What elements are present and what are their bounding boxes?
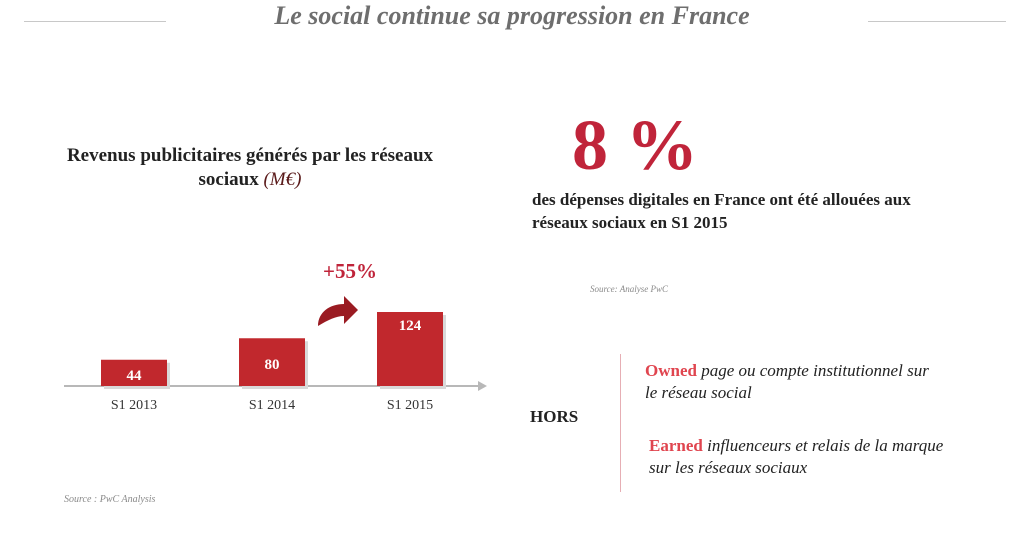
title-rule-left — [24, 21, 166, 22]
chart-source: Source : PwC Analysis — [64, 494, 156, 505]
big-stat: 8 % — [572, 105, 698, 185]
chart-title: Revenus publicitaires générés par les ré… — [60, 144, 440, 192]
growth-label: +55% — [323, 259, 377, 283]
stat-description: des dépenses digitales en France ont été… — [532, 190, 911, 232]
bar-chart: 44 S1 2013 80 S1 2014 124 S1 2015 +55% — [64, 259, 487, 413]
earned-item: Earned influenceurs et relais de la marq… — [649, 435, 949, 479]
owned-item: Owned page ou compte institutionnel sur … — [645, 360, 945, 404]
bar-value-label: 80 — [265, 357, 280, 373]
x-tick-label: S1 2013 — [111, 398, 157, 413]
page-title: Le social continue sa progression en Fra… — [274, 1, 750, 30]
bar-s1-2015 — [377, 312, 443, 386]
earned-keyword: Earned — [649, 436, 703, 455]
earned-text: influenceurs et relais de la marque sur … — [649, 436, 944, 477]
owned-text: page ou compte institutionnel sur le rés… — [645, 361, 929, 402]
bar-s1-2014 — [239, 338, 305, 386]
stat-source: Source: Analyse PwC — [590, 284, 668, 294]
separator-line — [620, 354, 621, 492]
bar-value-label: 124 — [399, 318, 422, 334]
owned-keyword: Owned — [645, 361, 697, 380]
growth-arrow-icon — [318, 296, 358, 326]
x-tick-label: S1 2014 — [249, 398, 295, 413]
bar-value-label: 44 — [127, 368, 143, 384]
chart-title-main: Revenus publicitaires générés par les ré… — [66, 145, 434, 190]
hors-label: HORS — [530, 407, 579, 426]
bar-s1-2013 — [101, 359, 167, 386]
x-axis-arrow — [478, 381, 487, 391]
x-tick-label: S1 2015 — [387, 398, 433, 413]
chart-title-unit: (M€) — [263, 169, 302, 190]
title-rule-right — [868, 21, 1006, 22]
